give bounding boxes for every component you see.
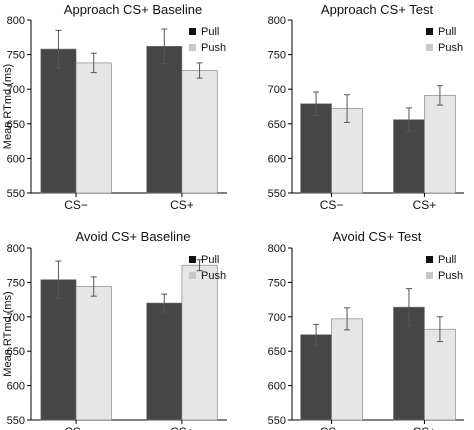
- bar-pull-1: [40, 279, 77, 421]
- y-tick-label: 750: [7, 50, 25, 62]
- y-tick-label: 800: [7, 243, 25, 255]
- legend-label-push: Push: [438, 270, 463, 282]
- bar-push-1: [75, 286, 112, 421]
- chart-panel-3: Avoid CS+ Baseline 550 600 650 700 750 800 Mean…: [2, 229, 227, 430]
- x-tick-label: CS−: [320, 198, 344, 212]
- x-tick-label: CS+: [413, 198, 437, 212]
- y-tick-label: 700: [7, 312, 25, 324]
- legend-label-pull: Pull: [201, 26, 219, 38]
- panel-title: Approach CS+ Baseline: [64, 2, 202, 17]
- y-tick-label: 650: [7, 346, 25, 358]
- y-tick-label: 750: [268, 50, 286, 62]
- panel-title: Avoid CS+ Baseline: [75, 229, 190, 244]
- panel-title: Approach CS+ Test: [321, 2, 434, 17]
- bar-push-2: [424, 95, 456, 194]
- legend-label-push: Push: [438, 42, 463, 54]
- y-tick-label: 550: [7, 415, 25, 427]
- bar-push-1: [75, 62, 112, 194]
- bar-pull-2: [146, 302, 183, 421]
- x-tick-label: CS−: [64, 425, 88, 430]
- y-tick-label: 650: [268, 346, 286, 358]
- legend-swatch-pull: [189, 28, 196, 35]
- x-tick-label: CS+: [170, 425, 194, 430]
- y-tick-label: 600: [268, 381, 286, 393]
- bar-push-1: [331, 318, 363, 421]
- bar-push-2: [181, 70, 218, 194]
- bar-push-2: [424, 328, 456, 421]
- legend-label-pull: Pull: [438, 26, 456, 38]
- y-tick-label: 550: [7, 188, 25, 200]
- legend-swatch-pull: [189, 256, 196, 263]
- bar-pull-1: [300, 103, 332, 194]
- bar-push-2: [181, 264, 218, 421]
- legend-label-push: Push: [201, 42, 226, 54]
- y-tick-label: 600: [7, 153, 25, 165]
- legend-swatch-pull: [426, 256, 433, 263]
- y-axis-label: Mean RTmd (ms): [2, 291, 14, 376]
- bar-pull-1: [40, 48, 77, 194]
- y-tick-label: 750: [7, 277, 25, 289]
- legend-swatch-push: [426, 272, 433, 279]
- chart-panel-2: Approach CS+ Test 550 600 650 700 750 800 CS− CS…: [268, 2, 464, 212]
- legend-label-push: Push: [201, 270, 226, 282]
- y-axis-label: Mean RTmd (ms): [2, 64, 14, 149]
- legend-label-pull: Pull: [438, 254, 456, 266]
- panel-title: Avoid CS+ Test: [333, 229, 422, 244]
- bar-pull-1: [300, 334, 332, 421]
- y-tick-label: 700: [268, 84, 286, 96]
- x-tick-label: CS+: [413, 425, 437, 430]
- legend-swatch-push: [189, 44, 196, 51]
- x-tick-label: CS+: [170, 198, 194, 212]
- legend-swatch-push: [189, 272, 196, 279]
- bar-pull-2: [146, 45, 183, 194]
- x-tick-label: CS−: [64, 198, 88, 212]
- chart-panel-1: Approach CS+ Baseline 550 600 650 700 750 800 M…: [2, 2, 227, 212]
- y-tick-label: 750: [268, 277, 286, 289]
- y-tick-label: 700: [268, 312, 286, 324]
- y-tick-label: 550: [268, 188, 286, 200]
- y-tick-label: 800: [7, 15, 25, 27]
- legend-swatch-push: [426, 44, 433, 51]
- legend-label-pull: Pull: [201, 254, 219, 266]
- y-tick-label: 700: [7, 84, 25, 96]
- y-tick-label: 800: [268, 243, 286, 255]
- y-tick-label: 600: [268, 153, 286, 165]
- y-tick-label: 550: [268, 415, 286, 427]
- y-tick-label: 650: [268, 119, 286, 131]
- x-tick-label: CS−: [320, 425, 344, 430]
- y-tick-label: 800: [268, 15, 286, 27]
- legend-swatch-pull: [426, 28, 433, 35]
- y-tick-label: 650: [7, 119, 25, 131]
- chart-panel-4: Avoid CS+ Test 550 600 650 700 750 800 CS− CS+ Pu…: [268, 229, 464, 430]
- y-tick-label: 600: [7, 381, 25, 393]
